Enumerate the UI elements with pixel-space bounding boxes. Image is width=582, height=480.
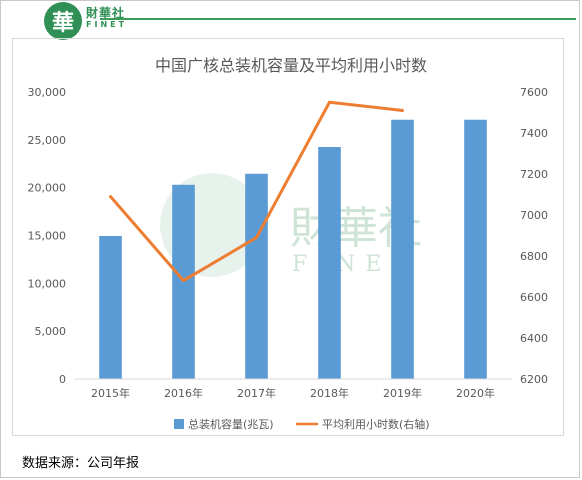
chart-area bbox=[12, 38, 564, 436]
chart-title: 中国广核总装机容量及平均利用小时数 bbox=[154, 56, 427, 75]
y-right-tick-label: 7200 bbox=[520, 168, 548, 181]
x-tick-label: 2017年 bbox=[237, 386, 276, 400]
line-point bbox=[328, 100, 331, 104]
legend-label-line: 平均利用小时数(右轴) bbox=[322, 417, 430, 431]
y-right-tick-label: 6400 bbox=[520, 332, 548, 345]
x-tick-label: 2020年 bbox=[456, 386, 495, 400]
legend-swatch-bar bbox=[174, 419, 184, 429]
y-left-tick-label: 15,000 bbox=[28, 230, 67, 243]
bar-capacity bbox=[391, 119, 414, 379]
line-point bbox=[255, 236, 258, 240]
legend-label-bar: 总装机容量(兆瓦) bbox=[188, 417, 274, 431]
x-tick-label: 2015年 bbox=[91, 386, 130, 400]
x-tick-label: 2018年 bbox=[310, 386, 349, 400]
source-note: 数据来源：公司年报 bbox=[22, 456, 140, 471]
y-right-tick-label: 6600 bbox=[520, 291, 548, 304]
bar-capacity bbox=[245, 173, 268, 379]
bar-capacity bbox=[318, 147, 341, 379]
brand-name-en: FINET bbox=[86, 20, 128, 29]
y-left-tick-label: 30,000 bbox=[28, 86, 67, 99]
brand-logo-icon: 華 bbox=[44, 2, 82, 40]
x-tick-label: 2016年 bbox=[164, 386, 203, 400]
line-point bbox=[401, 108, 404, 112]
bar-capacity bbox=[99, 235, 122, 379]
y-left-tick-label: 20,000 bbox=[28, 182, 67, 195]
y-left-tick-label: 5,000 bbox=[35, 325, 67, 338]
y-left-tick-label: 10,000 bbox=[28, 277, 67, 290]
legend: 总装机容量(兆瓦) 平均利用小时数(右轴) bbox=[174, 417, 430, 431]
y-right-tick-label: 6800 bbox=[520, 250, 548, 263]
y-left-tick-label: 25,000 bbox=[28, 134, 67, 147]
y-right-tick-label: 7000 bbox=[520, 209, 548, 222]
y-left-tick-label: 0 bbox=[59, 373, 66, 386]
bar-capacity bbox=[464, 119, 487, 379]
y-right-tick-label: 7600 bbox=[520, 86, 548, 99]
line-point bbox=[109, 195, 112, 199]
x-tick-label: 2019年 bbox=[383, 386, 422, 400]
brand-name-cn: 財華社 bbox=[86, 6, 126, 20]
y-right-tick-label: 6200 bbox=[520, 373, 548, 386]
y-right-tick-label: 7400 bbox=[520, 127, 548, 140]
watermark-name-en: FINET bbox=[292, 252, 416, 277]
watermark: 財華社 FINET bbox=[160, 173, 422, 277]
brand-divider bbox=[100, 18, 576, 20]
line-point bbox=[182, 279, 185, 283]
